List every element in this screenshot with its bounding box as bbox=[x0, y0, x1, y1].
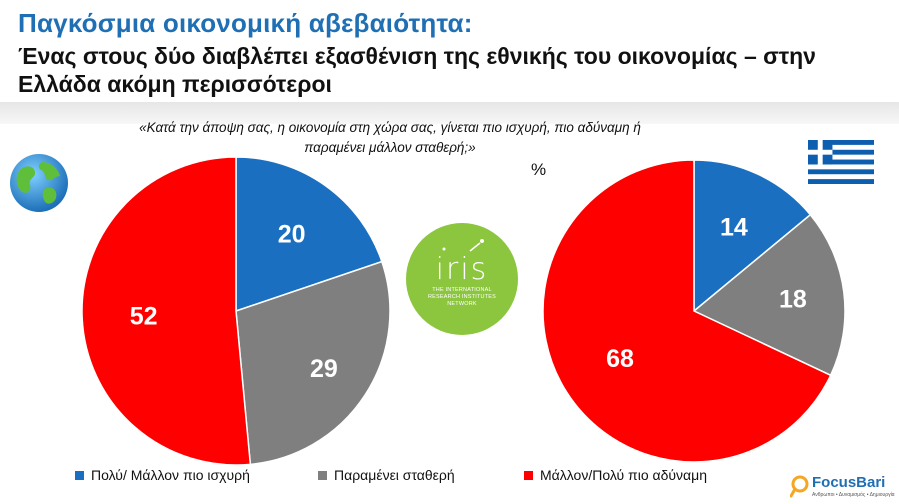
legend-label-stable: Παραμένει σταθερή bbox=[334, 467, 455, 483]
legend-swatch-stable bbox=[318, 470, 327, 480]
legend-swatch-weaker bbox=[524, 470, 533, 480]
legend-label-weaker: Μάλλον/Πολύ πιο αδύναμη bbox=[540, 467, 707, 483]
iris-sub-2: RESEARCH INSTITUTES bbox=[428, 294, 496, 300]
pie-slice-greece-stronger bbox=[693, 159, 812, 313]
header-divider-band bbox=[0, 102, 899, 124]
legend-item-stable: Παραμένει σταθερή bbox=[318, 467, 455, 483]
page-title: Παγκόσμια οικονομική αβεβαιότητα: bbox=[18, 8, 473, 38]
greek-flag-icon bbox=[808, 140, 874, 184]
legend-item-stronger: Πολύ/ Μάλλον πιο ισχυρή bbox=[75, 467, 250, 483]
iris-sub-1: THE INTERNATIONAL bbox=[432, 287, 492, 293]
survey-question: «Κατά την άποψη σας, η οικονομία στη χώρ… bbox=[139, 120, 641, 155]
iris-logo-text: iris THE INTERNATIONAL RESEARCH INSTITUT… bbox=[404, 252, 520, 308]
focusbari-name: FocusBari bbox=[812, 474, 886, 491]
page-subtitle: Ένας στους δύο διαβλέπει εξασθένιση της … bbox=[18, 43, 816, 97]
legend-item-weaker: Μάλλον/Πολύ πιο αδύναμη bbox=[524, 467, 707, 483]
globe-icon bbox=[10, 154, 68, 212]
data-label-world-stable: 29 bbox=[310, 355, 338, 383]
chart-legend: Πολύ/ Μάλλον πιο ισχυρή Παραμένει σταθερ… bbox=[0, 467, 899, 487]
data-label-greece-stable: 18 bbox=[779, 286, 807, 314]
data-label-greece-weaker: 68 bbox=[606, 345, 634, 373]
pie-slice-world-stronger bbox=[235, 156, 383, 313]
data-label-world-stronger: 20 bbox=[278, 220, 306, 248]
legend-label-stronger: Πολύ/ Μάλλον πιο ισχυρή bbox=[91, 467, 250, 483]
data-label-greece-stronger: 14 bbox=[720, 213, 748, 241]
iris-sub-3: NETWORK bbox=[447, 301, 477, 307]
pie-slice-greece-weaker bbox=[542, 159, 832, 463]
data-label-world-weaker: 52 bbox=[130, 302, 158, 330]
iris-logo bbox=[406, 223, 518, 335]
focusbari-tagline: Ανθρωποι • Δυναμισμός • Δημιουργία bbox=[812, 492, 895, 498]
pie-slice-world-weaker bbox=[81, 156, 252, 466]
iris-word: iris bbox=[435, 252, 489, 287]
pie-slice-world-stable bbox=[235, 260, 391, 466]
unit-label: % bbox=[531, 160, 547, 179]
focusbari-logo-icon bbox=[790, 475, 809, 498]
pie-slice-greece-stable bbox=[692, 213, 846, 377]
legend-swatch-stronger bbox=[75, 470, 84, 480]
